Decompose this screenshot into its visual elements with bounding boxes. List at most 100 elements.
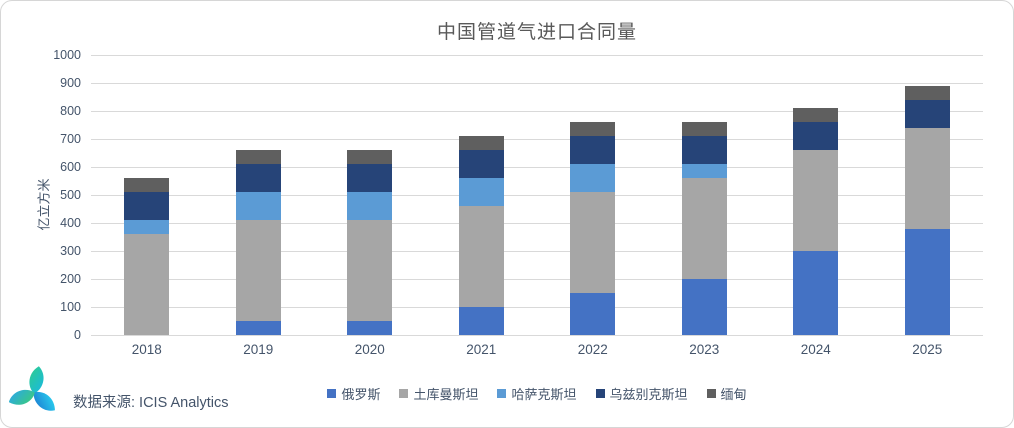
legend-label: 土库曼斯坦 [413, 387, 479, 402]
bar-stack-2021 [458, 55, 504, 335]
source-text: 数据来源: ICIS Analytics [73, 394, 229, 411]
bar-segment-俄罗斯-2025 [904, 228, 950, 335]
plot-area [91, 55, 983, 336]
bar-segment-俄罗斯-2023 [681, 279, 727, 335]
legend-label: 哈萨克斯坦 [511, 387, 577, 402]
y-axis-tick-labels: 0 100 200 300 400 500 600 700 800 900 1000 [1, 48, 81, 342]
bar-segment-乌兹别克斯坦-2023 [681, 136, 727, 165]
bar-segment-哈萨克斯坦-2019 [235, 192, 281, 221]
x-axis-tick-label: 2023 [689, 342, 720, 357]
legend-label: 缅甸 [720, 387, 747, 402]
bar-stack-2023 [681, 55, 727, 335]
x-axis-tick-label: 2018 [131, 342, 162, 357]
bar-segment-哈萨克斯坦-2022 [570, 164, 616, 193]
bar-segment-哈萨克斯坦-2021 [458, 178, 504, 207]
gridline [91, 335, 983, 336]
legend-swatch-icon [327, 389, 337, 398]
legend-item-哈萨克斯坦: 哈萨克斯坦 [497, 384, 577, 403]
bar-segment-土库曼斯坦-2020 [347, 220, 393, 321]
y-axis-tick-label: 500 [60, 188, 81, 202]
x-axis-tick-label: 2019 [243, 342, 274, 357]
legend-swatch-icon [595, 389, 605, 398]
bar-stack-2020 [347, 55, 393, 335]
bar-segment-土库曼斯坦-2022 [570, 192, 616, 293]
legend-item-缅甸: 缅甸 [706, 384, 747, 403]
bar-segment-土库曼斯坦-2019 [235, 220, 281, 321]
x-axis-tick-label: 2021 [466, 342, 497, 357]
bar-segment-土库曼斯坦-2021 [458, 206, 504, 307]
y-axis-tick-label: 0 [74, 328, 81, 342]
bar-stack-2018 [124, 55, 170, 335]
gridline [91, 251, 983, 252]
gridline [91, 223, 983, 224]
gridline [91, 195, 983, 196]
x-axis-tick-label: 2024 [800, 342, 831, 357]
gridline [91, 279, 983, 280]
bar-stack-2024 [793, 55, 839, 335]
y-axis-tick-label: 300 [60, 244, 81, 258]
bar-segment-乌兹别克斯坦-2021 [458, 150, 504, 179]
gridline [91, 307, 983, 308]
bar-segment-缅甸-2024 [793, 108, 839, 123]
bar-segment-缅甸-2020 [347, 150, 393, 165]
bar-segment-俄罗斯-2019 [235, 321, 281, 335]
bar-segment-土库曼斯坦-2024 [793, 150, 839, 251]
bar-segment-哈萨克斯坦-2018 [124, 220, 170, 235]
y-axis-title: 亿立方米 [36, 178, 52, 231]
legend-label: 乌兹别克斯坦 [609, 387, 688, 402]
bar-segment-乌兹别克斯坦-2022 [570, 136, 616, 165]
legend-swatch-icon [497, 389, 507, 398]
y-axis-tick-label: 900 [60, 76, 81, 90]
legend-swatch-icon [399, 389, 409, 398]
bar-segment-哈萨克斯坦-2020 [347, 192, 393, 221]
legend-label: 俄罗斯 [341, 387, 381, 402]
bar-segment-哈萨克斯坦-2023 [681, 164, 727, 179]
bar-segment-乌兹别克斯坦-2024 [793, 122, 839, 151]
legend-item-乌兹别克斯坦: 乌兹别克斯坦 [595, 384, 688, 403]
bar-segment-俄罗斯-2022 [570, 293, 616, 335]
bar-stack-2022 [570, 55, 616, 335]
y-axis-tick-label: 100 [60, 300, 81, 314]
icis-logo-icon [9, 366, 55, 411]
bar-segment-俄罗斯-2020 [347, 321, 393, 335]
bar-segment-乌兹别克斯坦-2018 [124, 192, 170, 221]
bar-segment-土库曼斯坦-2025 [904, 127, 950, 229]
bar-segment-缅甸-2022 [570, 122, 616, 137]
bar-segment-俄罗斯-2024 [793, 251, 839, 335]
y-axis-tick-label: 600 [60, 160, 81, 174]
bar-segment-土库曼斯坦-2018 [124, 234, 170, 335]
bar-segment-缅甸-2023 [681, 122, 727, 137]
bar-segment-缅甸-2019 [235, 150, 281, 165]
x-axis-tick-label: 2020 [354, 342, 385, 357]
gridline [91, 139, 983, 140]
legend: 俄罗斯 土库曼斯坦 哈萨克斯坦 乌兹别克斯坦 缅甸 [91, 384, 983, 403]
bar-segment-缅甸-2025 [904, 85, 950, 100]
legend-item-俄罗斯: 俄罗斯 [327, 384, 380, 403]
source-row: 数据来源: ICIS Analytics [9, 363, 229, 421]
x-axis-tick-label: 2025 [912, 342, 943, 357]
x-axis-tick-label: 2022 [577, 342, 608, 357]
bar-segment-俄罗斯-2021 [458, 307, 504, 335]
bar-segment-土库曼斯坦-2023 [681, 178, 727, 279]
y-axis-tick-label: 200 [60, 272, 81, 286]
legend-item-土库曼斯坦: 土库曼斯坦 [399, 384, 478, 403]
gridline [91, 167, 983, 168]
gridline [91, 55, 983, 56]
bar-stack-2025 [904, 55, 950, 335]
bar-stack-2019 [235, 55, 281, 335]
gridline [91, 83, 983, 84]
y-axis-tick-label: 700 [60, 132, 81, 146]
bar-segment-乌兹别克斯坦-2025 [904, 99, 950, 128]
bar-segment-乌兹别克斯坦-2020 [347, 164, 393, 193]
x-axis-tick-labels: 2018 2019 2020 2021 2022 2023 2024 2025 [91, 342, 983, 360]
bar-segment-缅甸-2018 [124, 178, 170, 193]
bar-segment-缅甸-2021 [458, 136, 504, 151]
y-axis-tick-label: 400 [60, 216, 81, 230]
gridline [91, 111, 983, 112]
bar-segment-乌兹别克斯坦-2019 [235, 164, 281, 193]
legend-swatch-icon [706, 389, 716, 398]
chart-title: 中国管道气进口合同量 [436, 22, 637, 43]
y-axis-tick-label: 1000 [53, 48, 81, 62]
y-axis-tick-label: 800 [60, 104, 81, 118]
